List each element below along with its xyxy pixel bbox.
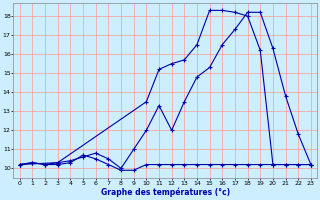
X-axis label: Graphe des températures (°c): Graphe des températures (°c) — [101, 188, 230, 197]
